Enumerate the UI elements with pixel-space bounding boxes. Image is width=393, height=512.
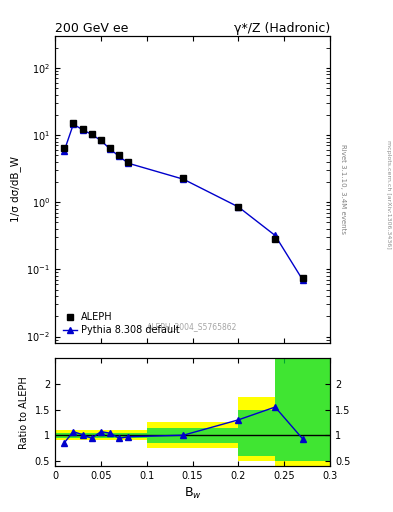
Pythia 8.308 default xyxy=(80,126,85,133)
Y-axis label: 1/σ dσ/dB_W: 1/σ dσ/dB_W xyxy=(10,157,21,222)
Pythia 8.308 default xyxy=(273,232,277,239)
Pythia 8.308 default xyxy=(108,146,112,152)
Pythia 8.308 default xyxy=(236,204,241,210)
Text: ALEPH_2004_S5765862: ALEPH_2004_S5765862 xyxy=(147,322,238,331)
Y-axis label: Ratio to ALEPH: Ratio to ALEPH xyxy=(19,376,29,449)
ALEPH xyxy=(273,236,277,242)
Pythia 8.308 default xyxy=(71,121,76,127)
Legend: ALEPH, Pythia 8.308 default: ALEPH, Pythia 8.308 default xyxy=(60,309,183,338)
Pythia 8.308 default xyxy=(117,154,121,160)
Text: γ*/Z (Hadronic): γ*/Z (Hadronic) xyxy=(234,22,330,35)
ALEPH xyxy=(71,120,76,126)
Pythia 8.308 default xyxy=(300,276,305,283)
Line: Pythia 8.308 default: Pythia 8.308 default xyxy=(61,121,305,283)
Text: mcplots.cern.ch [arXiv:1306.3436]: mcplots.cern.ch [arXiv:1306.3436] xyxy=(386,140,391,249)
ALEPH xyxy=(117,152,121,158)
Y-axis label: Rivet 3.1.10, 3.4M events: Rivet 3.1.10, 3.4M events xyxy=(340,144,346,234)
X-axis label: B$_w$: B$_w$ xyxy=(184,486,202,501)
Pythia 8.308 default xyxy=(99,137,103,143)
Line: ALEPH: ALEPH xyxy=(61,120,305,281)
ALEPH xyxy=(62,144,66,151)
Pythia 8.308 default xyxy=(126,160,131,166)
Text: 200 GeV ee: 200 GeV ee xyxy=(55,22,129,35)
ALEPH xyxy=(99,137,103,143)
ALEPH xyxy=(300,275,305,281)
Pythia 8.308 default xyxy=(181,176,186,182)
ALEPH xyxy=(108,144,112,151)
ALEPH xyxy=(80,125,85,132)
Pythia 8.308 default xyxy=(62,148,66,154)
ALEPH xyxy=(236,204,241,210)
ALEPH xyxy=(126,159,131,165)
Pythia 8.308 default xyxy=(89,132,94,138)
ALEPH xyxy=(181,175,186,181)
ALEPH xyxy=(89,131,94,137)
